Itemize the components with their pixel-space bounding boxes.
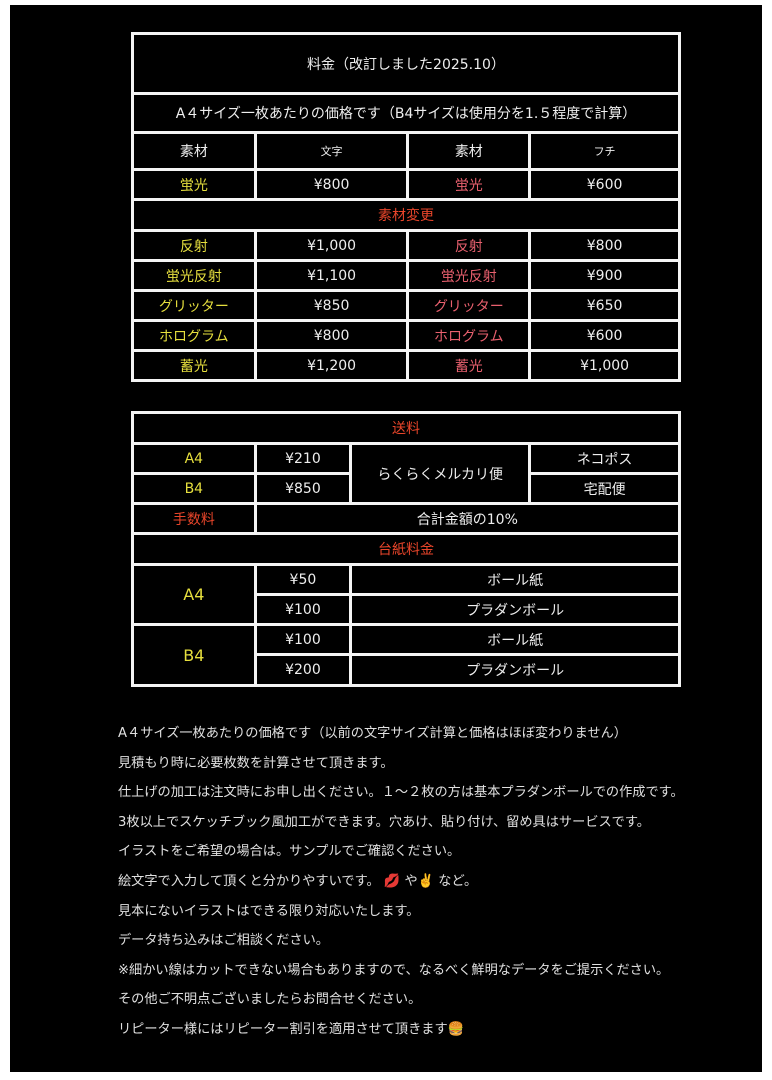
moji-material: グリッター bbox=[134, 292, 254, 319]
note-line: イラストをご希望の場合は。サンプルでご確認ください。 bbox=[118, 844, 461, 860]
note-line: その他ご不明点ございましたらお問合せください。 bbox=[118, 992, 422, 1008]
moji-material: 蛍光 bbox=[134, 171, 254, 198]
note-text: など。 bbox=[434, 873, 478, 889]
fuchi-price: ¥1,000 bbox=[531, 352, 678, 379]
fee-value: 合計金額の10% bbox=[256, 505, 678, 532]
fuchi-material: グリッター bbox=[409, 292, 529, 319]
fuchi-material: 蛍光 bbox=[409, 171, 529, 198]
note-line: A４サイズ一枚あたりの価格です（以前の文字サイズ計算と価格はほぼ変わりません） bbox=[118, 726, 627, 741]
fuchi-material: ホログラム bbox=[409, 322, 529, 349]
shipping-price-a4: ¥210 bbox=[256, 445, 350, 472]
note-line: リピーター様にはリピーター割引を適用させて頂きます🍔 bbox=[118, 1015, 684, 1045]
note-line: 絵文字で入力して頂くと分かりやすいです。 💋 や✌️ など。 bbox=[118, 867, 684, 897]
board-type: プラダンボール bbox=[352, 596, 678, 623]
note-line: ※細かい線はカットできない場合もありますので、なるべく鮮明なデータをご提示くださ… bbox=[118, 962, 670, 978]
moji-material: 蓄光 bbox=[134, 352, 254, 379]
price-sheet: 料金（改訂しました2025.10） A４サイズ一枚あたりの価格です（B4サイズは… bbox=[10, 5, 762, 1072]
moji-price: ¥800 bbox=[256, 322, 407, 349]
table-row: 蓄光 ¥1,200 蓄光 ¥1,000 bbox=[134, 352, 678, 379]
header-material: 素材 bbox=[409, 134, 529, 168]
fuchi-material: 反射 bbox=[409, 232, 529, 259]
victory-hand-icon: ✌️ bbox=[417, 873, 435, 889]
moji-price: ¥850 bbox=[256, 292, 407, 319]
fuchi-price: ¥900 bbox=[531, 262, 678, 289]
moji-price: ¥800 bbox=[256, 171, 407, 198]
shipping-table: 送料 A4 ¥210 らくらくメルカリ便 ネコポス B4 ¥850 宅配便 手数… bbox=[131, 411, 681, 687]
board-price: ¥100 bbox=[256, 596, 350, 623]
fuchi-material: 蛍光反射 bbox=[409, 262, 529, 289]
fuchi-price: ¥800 bbox=[531, 232, 678, 259]
notes: A４サイズ一枚あたりの価格です（以前の文字サイズ計算と価格はほぼ変わりません） … bbox=[118, 719, 684, 1045]
note-text: 絵文字で入力して頂くと分かりやすいです。 bbox=[118, 873, 380, 889]
moji-price: ¥1,000 bbox=[256, 232, 407, 259]
lips-icon: 💋 bbox=[383, 873, 401, 889]
size-b4: B4 bbox=[134, 475, 254, 502]
shipping-method-b4: 宅配便 bbox=[531, 475, 678, 502]
board-heading: 台紙料金 bbox=[134, 535, 678, 563]
shipping-method-a4: ネコポス bbox=[531, 445, 678, 472]
fuchi-price: ¥600 bbox=[531, 322, 678, 349]
board-price: ¥100 bbox=[256, 626, 350, 653]
header-moji: 文字 bbox=[256, 134, 407, 168]
size-a4: A4 bbox=[134, 445, 254, 472]
fuchi-material: 蓄光 bbox=[409, 352, 529, 379]
fee-label: 手数料 bbox=[134, 505, 254, 532]
pricing-subtitle: A４サイズ一枚あたりの価格です（B4サイズは使用分を1.５程度で計算） bbox=[134, 95, 678, 131]
note-text: や bbox=[400, 873, 418, 889]
hamburger-icon: 🍔 bbox=[447, 1021, 465, 1037]
fuchi-price: ¥600 bbox=[531, 171, 678, 198]
table-row: 反射 ¥1,000 反射 ¥800 bbox=[134, 232, 678, 259]
moji-material: ホログラム bbox=[134, 322, 254, 349]
board-price: ¥200 bbox=[256, 656, 350, 684]
table-row: 蛍光反射 ¥1,100 蛍光反射 ¥900 bbox=[134, 262, 678, 289]
header-material: 素材 bbox=[134, 134, 254, 168]
board-type: ボール紙 bbox=[352, 566, 678, 593]
fuchi-price: ¥650 bbox=[531, 292, 678, 319]
material-change-heading: 素材変更 bbox=[134, 201, 678, 229]
pricing-title: 料金（改訂しました2025.10） bbox=[134, 35, 678, 92]
board-size-a4: A4 bbox=[134, 566, 254, 623]
shipping-heading: 送料 bbox=[134, 414, 678, 442]
note-line: 3枚以上でスケッチブック風加工ができます。穴あけ、貼り付け、留め具はサービスです… bbox=[118, 814, 650, 830]
board-type: ボール紙 bbox=[352, 626, 678, 653]
moji-price: ¥1,100 bbox=[256, 262, 407, 289]
shipping-service: らくらくメルカリ便 bbox=[352, 445, 529, 502]
board-type: プラダンボール bbox=[352, 656, 678, 684]
header-fuchi: フチ bbox=[531, 134, 678, 168]
moji-material: 反射 bbox=[134, 232, 254, 259]
pricing-table: 料金（改訂しました2025.10） A４サイズ一枚あたりの価格です（B4サイズは… bbox=[131, 32, 681, 382]
moji-price: ¥1,200 bbox=[256, 352, 407, 379]
note-line: 見本にないイラストはできる限り対応いたします。 bbox=[118, 903, 420, 919]
note-line: データ持ち込みはご相談ください。 bbox=[118, 933, 329, 949]
board-price: ¥50 bbox=[256, 566, 350, 593]
table-row: ホログラム ¥800 ホログラム ¥600 bbox=[134, 322, 678, 349]
board-size-b4: B4 bbox=[134, 626, 254, 684]
moji-material: 蛍光反射 bbox=[134, 262, 254, 289]
note-line: 仕上げの加工は注文時にお申し出ください。１～２枚の方は基本プラダンボールでの作成… bbox=[118, 785, 684, 801]
note-line: 見積もり時に必要枚数を計算させて頂きます。 bbox=[118, 755, 394, 771]
table-row: グリッター ¥850 グリッター ¥650 bbox=[134, 292, 678, 319]
shipping-price-b4: ¥850 bbox=[256, 475, 350, 502]
note-text: リピーター様にはリピーター割引を適用させて頂きます bbox=[118, 1021, 448, 1037]
